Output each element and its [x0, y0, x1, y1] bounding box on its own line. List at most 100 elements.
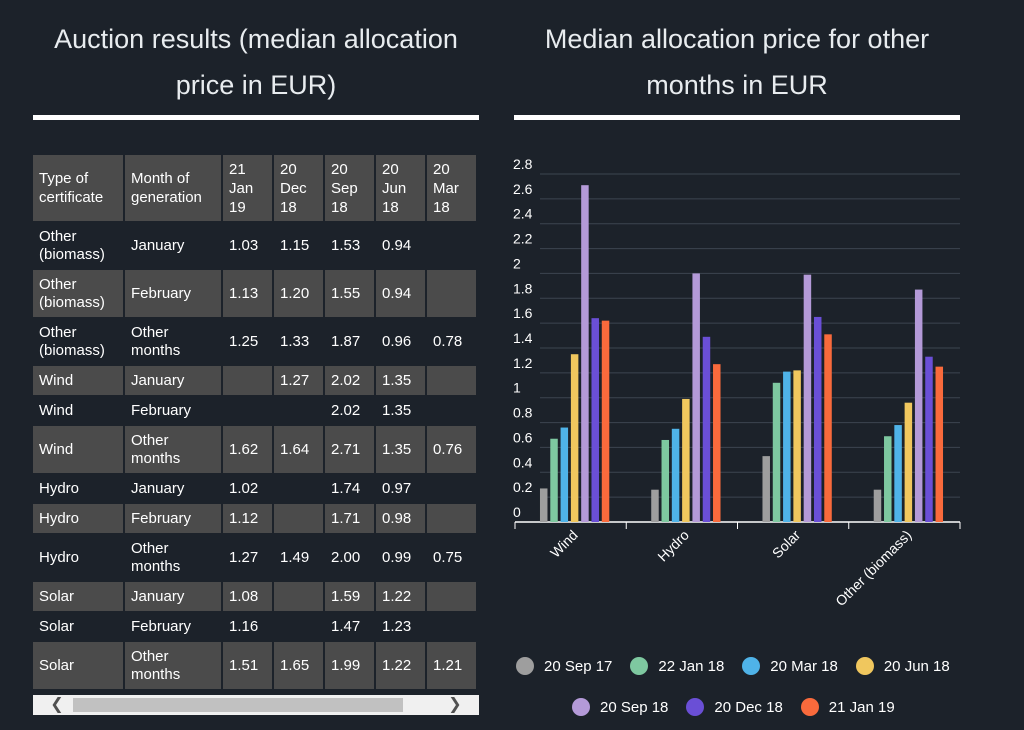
horizontal-scrollbar[interactable]: ❮ ❯ — [33, 695, 479, 715]
table-cell: January — [125, 366, 223, 396]
table-cell: Hydro — [33, 504, 125, 534]
table-cell: 1.87 — [325, 318, 376, 366]
bar — [894, 425, 902, 522]
table-cell: Wind — [33, 396, 125, 426]
legend-swatch-icon — [855, 657, 874, 675]
table-header-row: Type of certificate Month of generation … — [33, 155, 478, 222]
scroll-right-icon[interactable]: ❯ — [448, 696, 462, 713]
legend-swatch-icon — [516, 657, 534, 675]
table-row: Solar Other months 1.51 1.65 1.99 1.22 1.21 — [33, 642, 478, 690]
table-cell — [427, 222, 478, 270]
chart-legend: 20 Sep 17 22 Jan 18 20 Mar 18 20 Jun 18 — [516, 657, 968, 675]
table-cell: 0.98 — [376, 504, 427, 534]
legend-label: 20 Sep 18 — [600, 698, 669, 716]
table-cell — [223, 366, 274, 396]
table-cell: 1.99 — [325, 642, 376, 690]
table-cell: 1.47 — [325, 612, 376, 642]
table-cell — [274, 474, 325, 504]
table-cell: 2.71 — [325, 426, 376, 474]
table-cell: Hydro — [33, 534, 125, 582]
table-row: Solar January 1.08 1.59 1.22 — [33, 582, 478, 612]
table-cell: January — [125, 222, 223, 270]
table-cell: 1.23 — [376, 612, 427, 642]
table-cell — [427, 504, 478, 534]
table-cell: 1.13 — [223, 270, 274, 318]
table-cell: 1.27 — [223, 534, 274, 582]
table-cell: 1.12 — [223, 504, 274, 534]
table-cell: 2.02 — [325, 366, 376, 396]
legend-item: 20 Sep 17 — [516, 657, 612, 675]
bar — [560, 427, 569, 522]
table-cell — [274, 504, 325, 534]
table-cell: January — [125, 474, 223, 504]
table-cell: 0.96 — [376, 318, 427, 366]
legend-label: 20 Jun 18 — [883, 657, 950, 675]
table-row: Hydro January 1.02 1.74 0.97 — [33, 474, 478, 504]
y-tick-label: 0.4 — [513, 454, 533, 470]
table-cell: 1.33 — [274, 318, 325, 366]
legend-label: 20 Dec 18 — [714, 698, 783, 716]
table-title: Auction results (median allocation price… — [54, 24, 458, 100]
table-cell: Other (biomass) — [33, 270, 125, 318]
legend-label: 20 Mar 18 — [770, 657, 838, 675]
table-cell: 1.51 — [223, 642, 274, 690]
table-cell: Other months — [125, 534, 223, 582]
table-cell: 1.22 — [376, 582, 427, 612]
table-cell: 0.94 — [376, 270, 427, 318]
bar — [550, 438, 558, 522]
bar — [824, 334, 832, 522]
legend-swatch-icon — [800, 698, 819, 716]
table-cell: February — [125, 612, 223, 642]
bar — [539, 488, 548, 522]
y-tick-label: 1.6 — [513, 305, 533, 321]
table-row: Other (biomass) Other months 1.25 1.33 1.87 0… — [33, 318, 478, 366]
legend-label: 20 Sep 17 — [544, 657, 613, 675]
y-tick-label: 1.8 — [513, 280, 533, 296]
legend-swatch-icon — [686, 698, 705, 716]
table-cell — [427, 366, 478, 396]
bar — [783, 371, 791, 522]
bar — [914, 289, 923, 522]
legend-item: 21 Jan 19 — [800, 698, 895, 716]
x-category-label: Hydro — [654, 527, 692, 565]
table-cell: Wind — [33, 366, 125, 396]
table-cell: 1.25 — [223, 318, 274, 366]
table-cell: 1.53 — [325, 222, 376, 270]
bar — [591, 318, 599, 522]
table-row: Hydro Other months 1.27 1.49 2.00 0.99 0.75 — [33, 534, 478, 582]
bar — [713, 364, 721, 522]
table-cell: 1.62 — [223, 426, 274, 474]
y-tick-label: 0 — [513, 504, 521, 520]
table-cell — [427, 612, 478, 642]
legend-label: 21 Jan 19 — [828, 698, 895, 716]
title-underline — [514, 115, 960, 120]
bar — [813, 316, 822, 522]
bar — [570, 354, 579, 522]
table-cell: 1.64 — [274, 426, 325, 474]
table-cell — [427, 270, 478, 318]
column-header: 20 Jun 18 — [376, 155, 427, 222]
table-cell: Solar — [33, 642, 125, 690]
table-cell: 1.55 — [325, 270, 376, 318]
bar — [793, 370, 801, 522]
title-underline — [33, 115, 479, 120]
table-cell: 1.03 — [223, 222, 274, 270]
y-tick-label: 0.8 — [513, 405, 533, 421]
table-cell: Other months — [125, 426, 223, 474]
table-cell: 1.71 — [325, 504, 376, 534]
legend-swatch-icon — [630, 657, 649, 675]
table-cell: 1.16 — [223, 612, 274, 642]
table-cell: 1.74 — [325, 474, 376, 504]
bar — [692, 273, 700, 522]
legend-label: 22 Jan 18 — [658, 657, 725, 675]
scroll-thumb[interactable] — [73, 698, 403, 712]
table-row: Wind February 2.02 1.35 — [33, 396, 478, 426]
scroll-left-icon[interactable]: ❮ — [50, 696, 64, 713]
table-cell: 0.75 — [427, 534, 478, 582]
table-cell: 1.08 — [223, 582, 274, 612]
table-cell: 1.49 — [274, 534, 325, 582]
y-tick-label: 1.4 — [513, 330, 533, 346]
table-cell: 1.02 — [223, 474, 274, 504]
results-table: Type of certificate Month of generation … — [33, 155, 478, 690]
table-cell: February — [125, 396, 223, 426]
